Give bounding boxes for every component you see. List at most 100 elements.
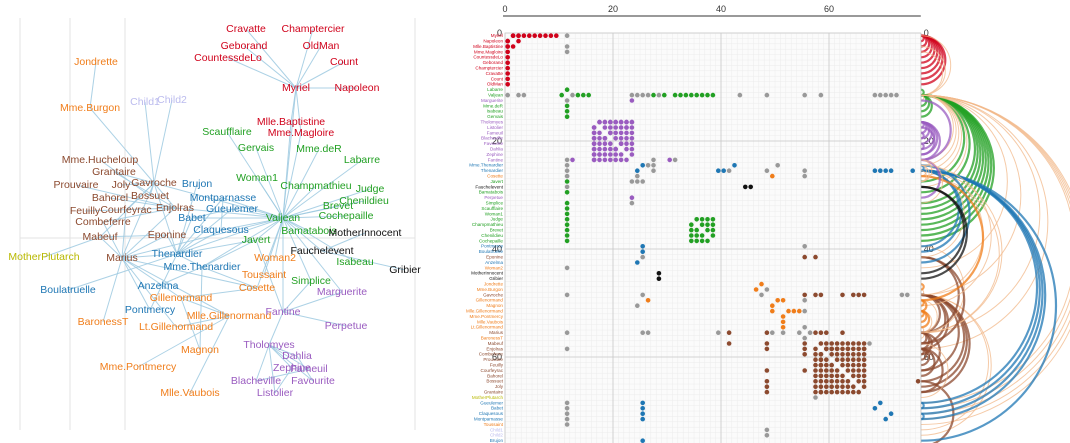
node-label-favourite[interactable]: Favourite [291, 375, 335, 387]
node-label-claquesous[interactable]: Claquesous [193, 224, 248, 236]
node-label-listolier[interactable]: Listolier [257, 387, 294, 399]
node-label-mme-burgon[interactable]: Mme.Burgon [60, 102, 120, 114]
node-label-lt-gillenormand[interactable]: Lt.Gillenormand [139, 321, 213, 333]
node-label-thenardier[interactable]: Thenardier [152, 248, 203, 260]
node-label-motherinnocent[interactable]: MotherInnocent [329, 227, 402, 239]
node-label-champtercier[interactable]: Champtercier [281, 23, 345, 35]
node-label-oldman[interactable]: OldMan [303, 40, 340, 52]
node-label-countessdelo[interactable]: CountessdeLo [194, 52, 262, 64]
node-label-mme-der[interactable]: Mme.deR [296, 143, 342, 155]
node-label-napoleon[interactable]: Napoleon [335, 82, 380, 94]
node-label-marguerite[interactable]: Marguerite [317, 286, 367, 298]
node-label-courfeyrac[interactable]: Courfeyrac [100, 204, 151, 216]
node-label-bahorel[interactable]: Bahorel [92, 192, 128, 204]
matrix-cell [651, 168, 656, 173]
node-label-labarre[interactable]: Labarre [344, 154, 380, 166]
node-label-magnon[interactable]: Magnon [181, 344, 219, 356]
node-label-gavroche[interactable]: Gavroche [131, 177, 177, 189]
node-label-child2[interactable]: Child2 [157, 94, 187, 106]
matrix-row-label-cochepaille: Cochepaille [479, 238, 503, 243]
node-label-champmathieu[interactable]: Champmathieu [280, 180, 351, 192]
network-link [220, 197, 224, 231]
node-label-scaufflaire[interactable]: Scaufflaire [202, 126, 252, 138]
node-label-count[interactable]: Count [330, 56, 358, 68]
matrix-cell [564, 179, 570, 184]
node-label-geborand[interactable]: Geborand [221, 40, 268, 52]
node-label-mme-pontmercy[interactable]: Mme.Pontmercy [100, 361, 177, 373]
arc-link [920, 94, 1070, 404]
node-label-valjean[interactable]: Valjean [266, 212, 300, 224]
node-label-babet[interactable]: Babet [178, 212, 206, 224]
node-label-brevet[interactable]: Brevet [323, 200, 353, 212]
node-label-gervais[interactable]: Gervais [238, 142, 274, 154]
node-label-woman1[interactable]: Woman1 [236, 172, 278, 184]
node-label-dahlia[interactable]: Dahlia [282, 350, 312, 362]
node-label-mabeuf[interactable]: Mabeuf [82, 231, 117, 243]
node-label-mlle-gillenormand[interactable]: Mlle.Gillenormand [187, 310, 272, 322]
node-label-mlle-baptistine[interactable]: Mlle.Baptistine [257, 116, 325, 128]
node-label-gueulemer[interactable]: Gueulemer [206, 203, 258, 215]
node-label-toussaint[interactable]: Toussaint [242, 269, 286, 281]
node-label-blacheville[interactable]: Blacheville [231, 375, 281, 387]
network-link [176, 253, 203, 268]
node-label-pontmercy[interactable]: Pontmercy [125, 304, 176, 316]
node-label-cosette[interactable]: Cosette [239, 282, 275, 294]
matrix-left-tick: 20 [492, 136, 502, 146]
node-label-chenildieu[interactable]: Chenildieu [339, 195, 389, 207]
matrix-cell [802, 173, 807, 179]
matrix-cell [689, 227, 694, 233]
node-label-mme-magloire[interactable]: Mme.Magloire [268, 127, 335, 139]
node-label-jondrette[interactable]: Jondrette [74, 56, 118, 68]
matrix-cell [764, 341, 770, 346]
node-label-zephine[interactable]: Zephine [273, 362, 311, 374]
node-label-brujon[interactable]: Brujon [182, 178, 213, 190]
node-label-isabeau[interactable]: Isabeau [336, 256, 374, 268]
matrix-cell [564, 292, 570, 298]
matrix-cell [780, 298, 786, 303]
node-label-woman2[interactable]: Woman2 [254, 252, 296, 264]
node-label-cochepaille[interactable]: Cochepaille [319, 210, 374, 222]
node-label-joly[interactable]: Joly [112, 179, 131, 191]
matrix-cell [640, 163, 645, 168]
matrix-cell [591, 125, 597, 130]
node-label-fameuil[interactable]: Fameuil [290, 363, 327, 375]
node-label-anzelma[interactable]: Anzelma [138, 280, 179, 292]
node-label-tholomyes[interactable]: Tholomyes [243, 339, 294, 351]
node-label-fauchelevent[interactable]: Fauchelevent [290, 245, 353, 257]
node-label-gribier[interactable]: Gribier [389, 264, 421, 276]
node-label-marius[interactable]: Marius [106, 252, 138, 264]
node-label-bamatabois[interactable]: Bamatabois [281, 225, 336, 237]
node-label-simplice[interactable]: Simplice [291, 275, 331, 287]
node-label-cravatte[interactable]: Cravatte [226, 23, 266, 35]
node-label-eponine[interactable]: Eponine [148, 229, 187, 241]
node-label-baronesst[interactable]: BaronessT [78, 316, 129, 328]
node-label-javert[interactable]: Javert [242, 234, 271, 246]
node-label-enjolras[interactable]: Enjolras [156, 202, 194, 214]
matrix-cell [845, 362, 851, 368]
node-label-mme-hucheloup[interactable]: Mme.Hucheloup [62, 154, 139, 166]
node-label-boulatruelle[interactable]: Boulatruelle [40, 284, 96, 296]
matrix-right-tick: 0 [924, 28, 929, 38]
matrix-cell [861, 352, 867, 357]
node-label-mme-thenardier[interactable]: Mme.Thenardier [163, 261, 241, 273]
matrix-cell [818, 292, 824, 298]
node-label-mlle-vaubois[interactable]: Mlle.Vaubois [160, 387, 219, 399]
node-label-motherplutarch[interactable]: MotherPlutarch [8, 251, 79, 263]
node-label-grantaire[interactable]: Grantaire [92, 166, 136, 178]
matrix-cell [554, 33, 559, 38]
node-label-fantine[interactable]: Fantine [265, 306, 300, 318]
node-label-bossuet[interactable]: Bossuet [131, 190, 169, 202]
node-label-myriel[interactable]: Myriel [282, 82, 310, 94]
node-label-montparnasse[interactable]: Montparnasse [190, 192, 257, 204]
node-label-prouvaire[interactable]: Prouvaire [54, 179, 99, 191]
matrix-cell [764, 427, 770, 433]
node-label-perpetue[interactable]: Perpetue [325, 320, 368, 332]
node-label-child1[interactable]: Child1 [130, 96, 160, 108]
node-label-combeferre[interactable]: Combeferre [75, 216, 131, 228]
node-label-feuilly[interactable]: Feuilly [70, 205, 101, 217]
matrix-row-label-mme-pontmercy: Mme.Pontmercy [470, 314, 504, 319]
matrix-row-label-montparnasse: Montparnasse [474, 416, 504, 421]
matrix-row-label-fameuil: Fameuil [487, 130, 503, 135]
node-label-judge[interactable]: Judge [356, 183, 385, 195]
node-label-gillenormand[interactable]: Gillenormand [150, 292, 213, 304]
